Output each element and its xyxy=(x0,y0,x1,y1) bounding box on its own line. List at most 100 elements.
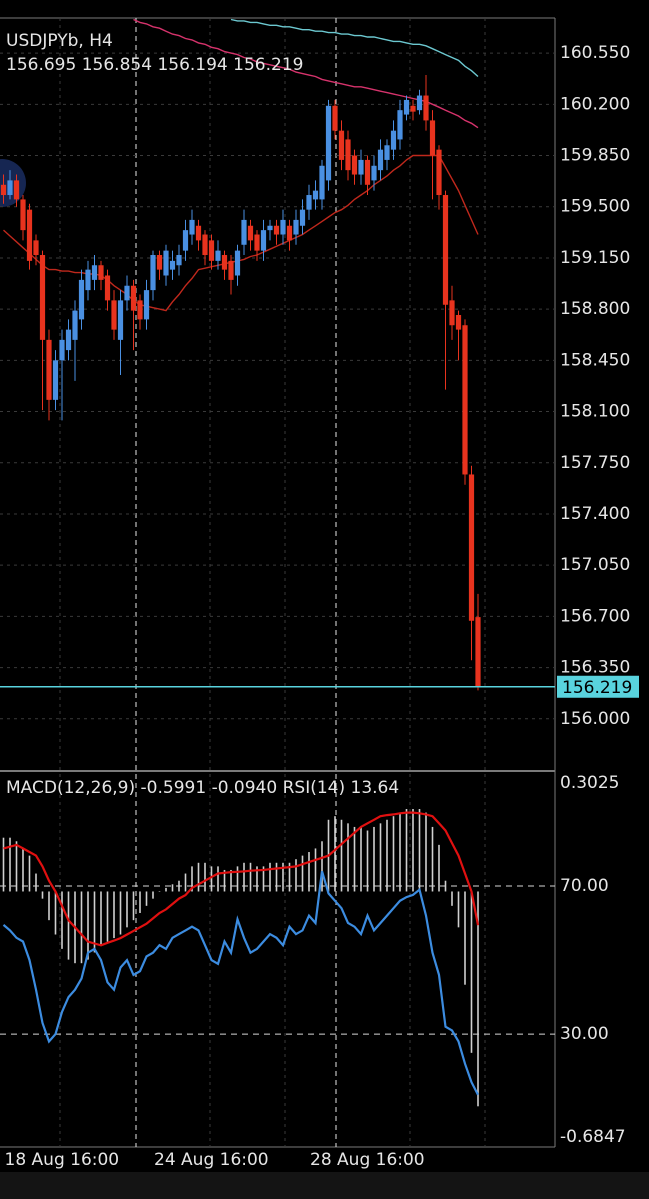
candle-body xyxy=(111,300,117,330)
candle-body xyxy=(104,275,111,301)
macd-bar xyxy=(431,826,434,892)
macd-bar xyxy=(399,812,401,892)
candle-body xyxy=(267,225,273,231)
candle-body xyxy=(208,240,215,261)
macd-bar xyxy=(353,826,356,892)
macd-bar xyxy=(288,862,291,892)
candle-body xyxy=(351,155,358,175)
candle-body xyxy=(475,617,481,687)
symbol-title: USDJPYb, H4 xyxy=(6,31,113,51)
candle-body xyxy=(189,219,195,235)
plot-area: 160.550 160.200 159.850 159.500 159.150 158.8… xyxy=(0,18,639,1170)
macd-bar xyxy=(100,891,102,946)
candle-body xyxy=(416,95,423,111)
candle-body xyxy=(254,234,260,251)
macd-bar xyxy=(158,891,161,892)
y-tick-label: 159.850 xyxy=(560,146,630,166)
candle-body xyxy=(299,209,306,226)
candle-body xyxy=(332,105,338,131)
macd-bar xyxy=(275,862,278,892)
candle-body xyxy=(455,314,462,330)
candle-body xyxy=(137,300,143,320)
low-value: 156.194 xyxy=(157,55,227,75)
macd-bar xyxy=(340,819,343,892)
y-tick-label: 157.750 xyxy=(560,453,630,473)
candle-body xyxy=(403,99,410,115)
macd-bar xyxy=(113,891,115,939)
macd-bar xyxy=(217,866,219,892)
macd-bar xyxy=(126,891,128,928)
open-value: 156.695 xyxy=(6,55,76,75)
macd-bar xyxy=(457,891,460,928)
macd-bar xyxy=(262,866,265,892)
y-tick-label: -0.6847 xyxy=(560,1127,626,1147)
macd-bar xyxy=(470,891,473,1053)
candle-body xyxy=(26,209,33,261)
macd-bar xyxy=(184,873,187,892)
y-tick-label: 157.050 xyxy=(560,555,630,575)
candle-body xyxy=(338,130,345,160)
macd-bar xyxy=(379,823,382,892)
candle-body xyxy=(72,310,78,340)
y-tick-label: 156.350 xyxy=(560,658,630,678)
candle-body xyxy=(312,190,319,200)
macd-bar xyxy=(2,837,5,892)
candle-body xyxy=(13,180,20,200)
macd-bar xyxy=(321,841,323,892)
macd-bar xyxy=(412,809,414,892)
macd-bar xyxy=(41,891,44,899)
candle-body xyxy=(46,339,52,400)
macd-bar xyxy=(9,837,11,892)
close-value: 156.219 xyxy=(233,55,303,75)
candle-body xyxy=(98,265,104,280)
y-tick-label: 158.100 xyxy=(560,402,630,422)
macd-bar xyxy=(28,855,31,892)
candle-body xyxy=(462,325,468,475)
candle-body xyxy=(410,105,416,112)
trade-icon xyxy=(0,159,26,207)
macd-bar xyxy=(204,862,206,892)
macd-bar xyxy=(464,891,466,985)
candle-body xyxy=(397,110,403,140)
candle-body xyxy=(306,195,312,210)
macd-value: -0.5991 xyxy=(141,778,207,798)
candle-body xyxy=(319,165,325,200)
y-tick-label: 159.500 xyxy=(560,197,630,217)
indicator-readout: MACD(12,26,9) -0.5991 -0.0940 RSI(14) 13… xyxy=(6,778,399,798)
macd-bar xyxy=(366,830,369,892)
candle-body xyxy=(52,360,59,400)
macd-bar xyxy=(301,855,304,892)
candle-body xyxy=(423,95,429,121)
macd-bar xyxy=(269,862,271,892)
candle-body xyxy=(228,260,234,280)
macd-bar xyxy=(438,844,440,892)
candle-body xyxy=(234,250,241,276)
candle-body xyxy=(384,145,390,160)
x-tick-label: 28 Aug 16:00 xyxy=(310,1150,425,1170)
macd-bar xyxy=(347,823,349,892)
y-tick-label: 160.550 xyxy=(560,43,630,63)
candle-body xyxy=(358,159,364,175)
macd-bar xyxy=(54,891,57,935)
macd-bar xyxy=(139,891,141,913)
candle-body xyxy=(0,184,7,196)
high-value: 156.854 xyxy=(82,55,152,75)
macd-bar xyxy=(334,816,336,892)
candle-body xyxy=(65,329,72,351)
macd-bar xyxy=(35,873,37,892)
macd-bar xyxy=(171,884,174,892)
candle-body xyxy=(429,120,436,156)
candle-body xyxy=(436,149,442,196)
candle-body xyxy=(78,279,85,320)
macd-bar xyxy=(392,816,395,892)
y-tick-label: 0.3025 xyxy=(560,773,619,793)
macd-bar xyxy=(418,809,421,892)
candle-body xyxy=(169,260,176,270)
x-tick-label: 24 Aug 16:00 xyxy=(154,1150,269,1170)
macd-bar xyxy=(425,812,427,892)
candle-body xyxy=(130,285,137,311)
macd-bar xyxy=(87,891,89,960)
candle-body xyxy=(260,230,267,251)
macd-bar xyxy=(230,869,232,892)
